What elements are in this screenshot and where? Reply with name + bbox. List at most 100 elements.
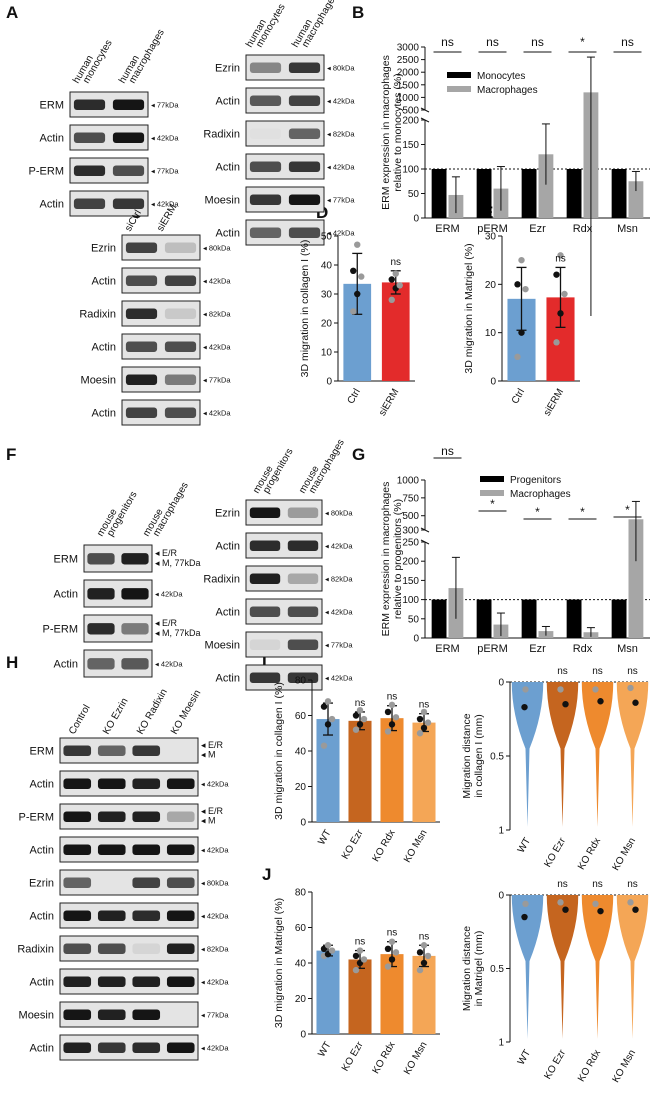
bar [476,599,492,638]
blot-band [166,976,195,987]
y-tick-label: 10 [321,348,333,359]
data-point [324,698,332,705]
significance-label: ns [387,692,398,703]
blot-band [63,976,92,987]
blot-actin [59,968,199,995]
blot-band [63,844,92,855]
bar [380,954,404,1034]
y-tick-label: 30 [485,232,497,243]
blot-band [63,877,92,888]
y-axis-label-line: 3D migration in collagen I (%) [273,682,285,820]
y-tick-label: 150 [402,140,419,151]
data-point [350,267,357,274]
y-tick-label: 80 [295,888,307,899]
x-tick-label: siERM [377,387,401,418]
y-tick-label: 200 [402,116,419,127]
data-point [424,952,432,960]
x-tick-label: KO Msn [611,836,639,873]
y-axis-label: ERM expression in macrophages relative to… [380,55,404,210]
y-tick-label: 500 [402,106,419,117]
y-axis-label-line: ERM expression in macrophages [380,55,392,210]
data-point [358,273,365,280]
significance-label: ns [592,879,603,890]
blot-label: Actin [40,133,64,145]
kda-marker: ◂ 42kDa [327,163,355,172]
kda-marker: ◂ 82kDa [325,575,353,584]
kda-marker: ◂ 77kDa [151,101,179,110]
bar [348,959,372,1034]
blot-band [121,553,149,565]
y-tick-label: 1 [498,1038,504,1049]
significance-label: ns [355,937,366,948]
y-tick-label: 40 [321,261,333,272]
blot-label: Ezrin [215,63,240,75]
blot-band [164,275,197,286]
blot-actin [245,219,325,246]
blot-band [288,128,321,139]
y-tick-label: 100 [402,165,419,176]
y-axis-label-line: 3D migration in collagen I (%) [299,240,311,378]
y-tick-label: 30 [321,290,333,301]
x-tick-label: WT [516,836,533,855]
lane-label-line: KO Radixin [135,687,170,736]
kda-marker: ◂ 80kDa [327,64,355,73]
blot-actin [245,153,325,180]
blot-label: Actin [40,199,64,211]
blot-actin [121,399,201,426]
blot-band [97,943,126,954]
y-axis-label-line: ERM expression in macrophages [380,482,392,637]
blot-label: Actin [30,845,54,857]
bar [381,282,410,381]
blot-band [112,99,145,110]
blot-band [249,606,281,617]
legend-label: Progenitors [510,475,561,486]
blot-band [73,165,106,176]
lane-label-line: KO Ezrin [101,696,131,736]
y-tick-label: 0.5 [490,752,504,763]
data-point [592,900,599,908]
blot-band [287,639,319,650]
y-tick-label: 0 [413,634,419,645]
data-point [354,241,361,248]
data-point [597,907,604,915]
blot-label: Actin [216,96,240,108]
kda-marker: ◂ 80kDa [325,509,353,518]
x-tick-label: siERM [542,387,566,418]
kda-marker: ◂ 42kDa [155,660,183,669]
data-point [627,899,634,906]
blot-band [249,507,281,518]
blot-band [166,943,195,954]
data-point [356,721,364,728]
y-tick-label: 0 [413,214,419,225]
x-tick-label: KO Ezr [542,835,568,869]
data-point [416,715,424,723]
data-point [384,945,392,952]
blot-actin [245,598,323,625]
blot-band [288,194,321,205]
bar [611,169,627,218]
lane-label: Control [67,703,93,736]
kda-marker: ◂ 42kDa [325,542,353,551]
data-point [416,730,424,737]
bar [316,950,340,1034]
bar [412,955,436,1034]
data-point [518,256,525,264]
x-tick-label: WT [516,1048,533,1067]
y-axis-label: 3D migration in Matrigel (%) [463,243,475,373]
kda-marker: ◂ 42kDa [201,846,229,855]
blot-band [288,161,321,172]
blot-band [164,242,197,253]
legend-label: Macrophages [477,85,538,96]
bar [628,181,644,218]
legend-swatch [447,86,471,92]
blot-band [166,811,195,822]
blot-erm [69,91,149,118]
y-axis-label: 3D migration in Matrigel (%) [273,898,285,1028]
blot-actin [69,124,149,151]
blot-band [112,132,145,143]
blot-label: Moesin [19,1010,54,1022]
blot-label: Radixin [203,129,240,141]
data-point [518,329,525,336]
